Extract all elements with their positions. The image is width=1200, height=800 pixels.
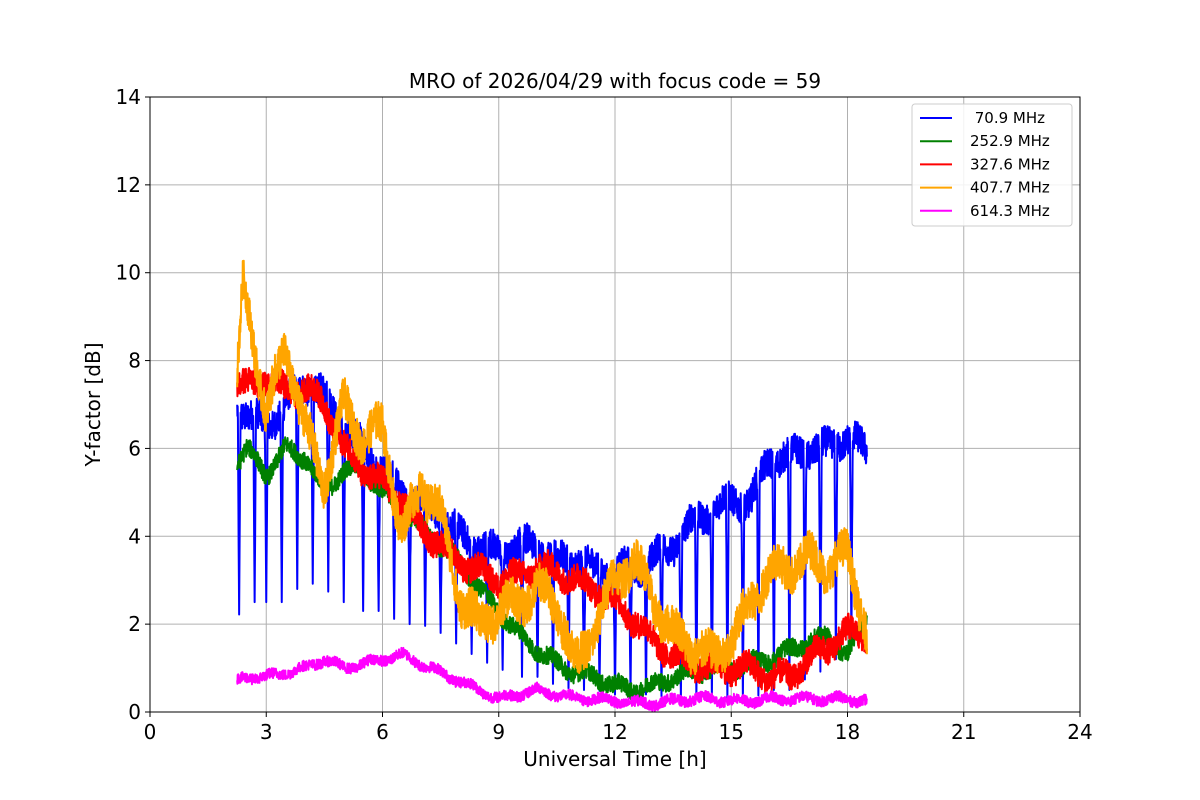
series-line-2: [236, 366, 868, 696]
legend-entry: 327.6 MHz: [970, 155, 1050, 173]
legend-entry: 70.9 MHz: [970, 109, 1045, 127]
legend-entry: 252.9 MHz: [970, 132, 1050, 150]
series-line-0: [236, 372, 868, 700]
y-tick-label: 4: [128, 524, 141, 548]
x-tick-label: 9: [492, 720, 505, 744]
x-tick-label: 24: [1067, 720, 1092, 744]
series-line-4: [236, 646, 868, 712]
x-axis-label: Universal Time [h]: [523, 747, 706, 771]
x-tick-label: 12: [602, 720, 627, 744]
y-tick-label: 8: [128, 349, 141, 373]
x-tick-label: 3: [260, 720, 273, 744]
x-tick-label: 21: [951, 720, 976, 744]
legend: 70.9 MHz 252.9 MHz 327.6 MHz 407.7 MHz 614.3…: [911, 103, 1073, 227]
x-tick-label: 6: [376, 720, 389, 744]
x-tick-label: 18: [835, 720, 860, 744]
series-line-3: [236, 259, 868, 676]
y-tick-label: 10: [116, 261, 141, 285]
legend-box: [911, 103, 1073, 227]
plot-series: [236, 259, 868, 712]
y-tick-label: 6: [128, 436, 141, 460]
y-axis-label: Y-factor [dB]: [81, 342, 105, 467]
y-tick-label: 2: [128, 612, 141, 636]
x-tick-label: 15: [719, 720, 744, 744]
x-tick-label: 0: [144, 720, 157, 744]
legend-entry: 614.3 MHz: [970, 202, 1050, 220]
y-tick-label: 0: [128, 700, 141, 724]
x-axis-ticks: 0 3 6 9 12 15 18 21 24: [144, 712, 1093, 744]
y-tick-label: 12: [116, 173, 141, 197]
legend-entry: 407.7 MHz: [970, 179, 1050, 197]
series-line-1: [236, 436, 868, 704]
y-tick-label: 14: [116, 85, 141, 109]
chart-title: MRO of 2026/04/29 with focus code = 59: [409, 69, 821, 93]
y-axis-ticks: 0 2 4 6 8 10 12 14: [116, 85, 150, 724]
